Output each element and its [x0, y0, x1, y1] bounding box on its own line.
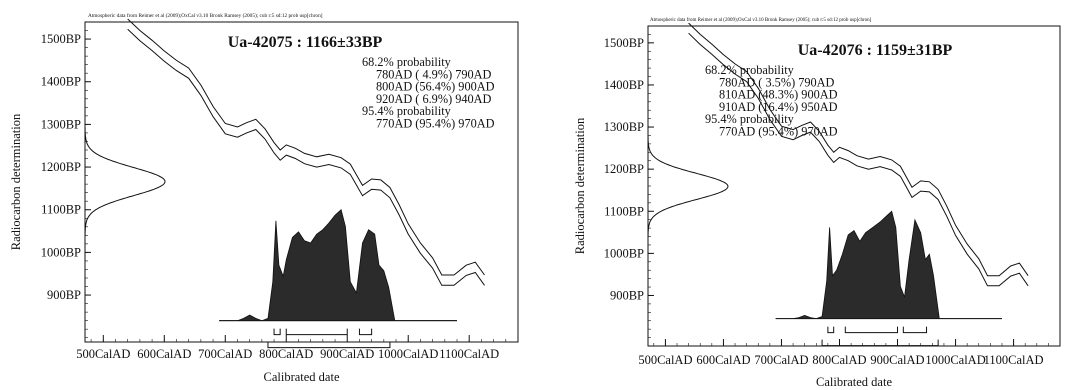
range-68-bracket	[827, 326, 835, 334]
y-tick-label: 900BP	[47, 288, 81, 302]
legend-line: 810AD (48.3%) 900AD	[719, 88, 838, 102]
x-tick-label: 1000CalAD	[378, 347, 438, 361]
y-tick-label: 1200BP	[41, 160, 81, 174]
calibration-curve-upper	[688, 22, 1029, 277]
legend-line: 68.2% probability	[705, 63, 795, 77]
calibrated-distribution	[775, 210, 1002, 320]
y-tick-label: 1100BP	[604, 204, 644, 218]
x-tick-label: 500CalAD	[638, 353, 692, 367]
x-tick-label: 1100CalAD	[984, 353, 1044, 367]
calibration-curve-upper	[127, 18, 485, 276]
x-tick-label: 700CalAD	[198, 347, 252, 361]
chart-title: Ua-42076 : 1159±31BP	[798, 42, 953, 59]
chart-credit: Atmospheric data from Reimer et al (2009…	[650, 18, 872, 23]
calibration-curve-lower	[127, 28, 485, 286]
legend-line: 800AD (56.4%) 900AD	[376, 80, 495, 94]
y-axis-label: Radiocarbon determination	[573, 117, 587, 254]
chart-title: Ua-42075 : 1166±33BP	[228, 34, 383, 51]
y-tick-label: 1100BP	[41, 203, 81, 217]
range-68-bracket	[358, 328, 373, 336]
x-tick-label: 900CalAD	[320, 347, 374, 361]
y-tick-label: 1200BP	[604, 162, 644, 176]
y-tick-label: 1300BP	[604, 120, 644, 134]
x-tick-label: 500CalAD	[76, 347, 130, 361]
chart-panel-1: Atmospheric data from Reimer et al (2009…	[9, 12, 519, 384]
legend-line: 780AD ( 3.5%) 790AD	[719, 75, 835, 89]
y-tick-label: 1500BP	[604, 36, 644, 50]
measurement-distribution	[647, 134, 729, 239]
legend-line: 770AD (95.4%) 970AD	[376, 117, 495, 131]
range-68-bracket	[273, 328, 281, 336]
legend-line: 910AD (16.4%) 950AD	[719, 100, 838, 114]
chart-panel-2: Atmospheric data from Reimer et al (2009…	[573, 18, 1061, 389]
y-tick-label: 1400BP	[604, 78, 644, 92]
y-tick-label: 1000BP	[41, 245, 81, 259]
x-axis-label: Calibrated date	[816, 375, 892, 389]
x-tick-label: 600CalAD	[696, 353, 750, 367]
range-68-bracket	[902, 326, 928, 334]
x-tick-label: 700CalAD	[754, 353, 808, 367]
calibration-curve-lower	[688, 32, 1029, 287]
plot-frame	[84, 21, 519, 343]
calibrated-distribution	[219, 208, 457, 322]
y-tick-label: 1000BP	[604, 246, 644, 260]
legend-line: 920AD ( 6.9%) 940AD	[376, 92, 492, 106]
y-tick-label: 1500BP	[41, 32, 81, 46]
x-tick-label: 600CalAD	[137, 347, 191, 361]
y-tick-label: 1400BP	[41, 75, 81, 89]
range-95-bracket	[267, 341, 391, 349]
range-95-bracket	[821, 339, 939, 347]
x-tick-label: 800CalAD	[812, 353, 866, 367]
legend-line: 780AD ( 4.9%) 790AD	[376, 67, 492, 81]
range-68-bracket	[285, 328, 348, 336]
legend-line: 95.4% probability	[362, 104, 452, 118]
chart-credit: Atmospheric data from Reimer et al (2009…	[88, 12, 323, 19]
range-68-bracket	[844, 326, 899, 334]
x-tick-label: 900CalAD	[870, 353, 924, 367]
x-axis-label: Calibrated date	[263, 370, 339, 384]
x-tick-label: 1100CalAD	[439, 347, 499, 361]
legend-line: 68.2% probability	[362, 55, 452, 69]
y-tick-label: 900BP	[610, 288, 644, 302]
y-axis-label: Radiocarbon determination	[9, 113, 23, 250]
x-tick-label: 800CalAD	[259, 347, 313, 361]
y-tick-label: 1300BP	[41, 117, 81, 131]
x-tick-label: 1000CalAD	[925, 353, 985, 367]
measurement-distribution	[84, 125, 166, 238]
